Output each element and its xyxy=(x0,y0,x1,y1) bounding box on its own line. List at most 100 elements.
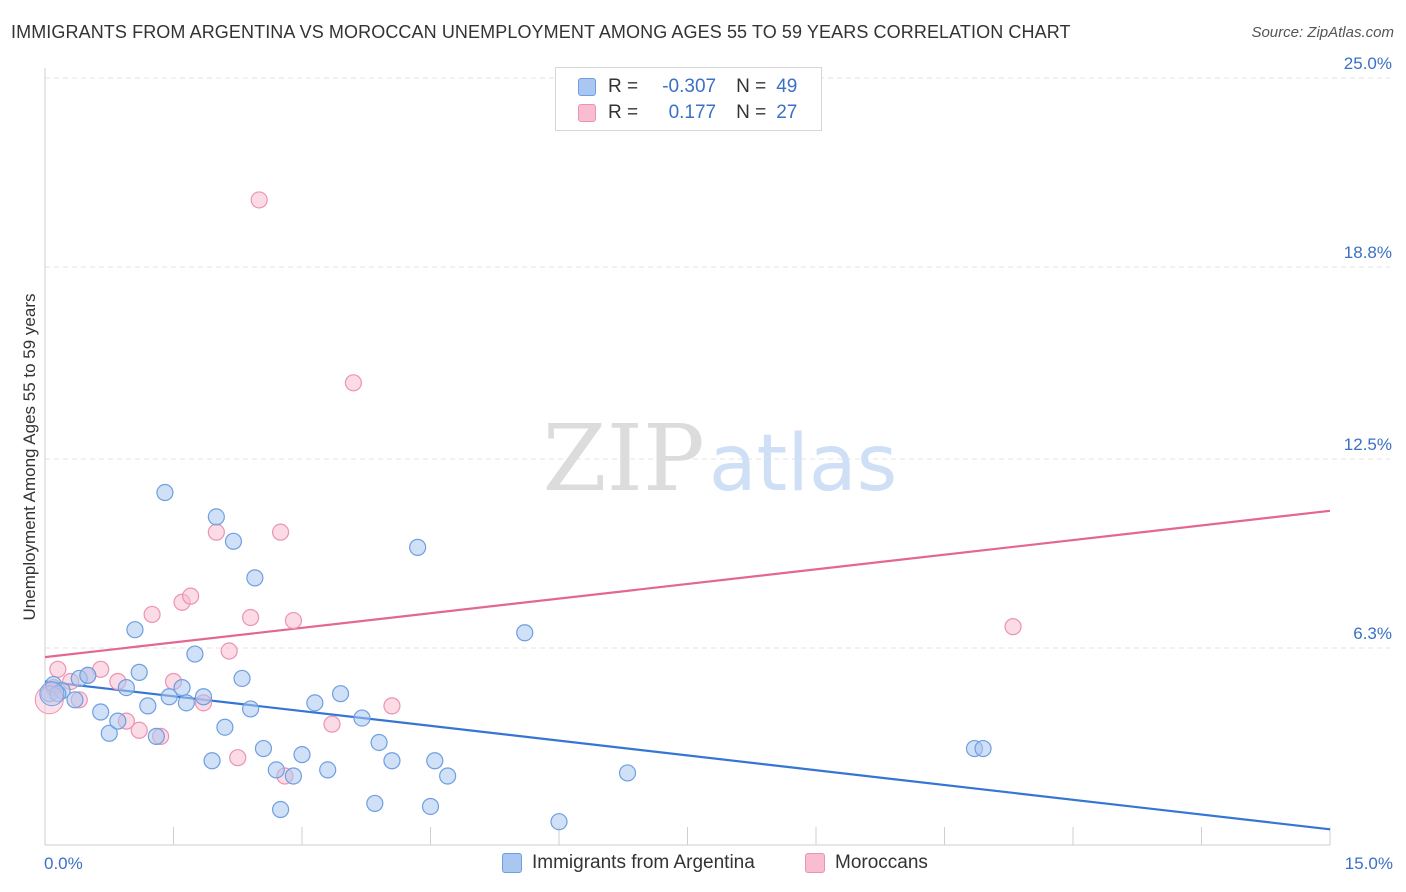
argentina-point xyxy=(177,694,195,712)
moroccan-point xyxy=(323,715,341,733)
argentina-point xyxy=(370,733,388,752)
argentina-point xyxy=(203,752,221,770)
x-tick-label: 15.0% xyxy=(1345,854,1393,873)
y-tick-label: 25.0% xyxy=(1344,54,1392,73)
argentina-point xyxy=(216,718,234,736)
argentina-point xyxy=(233,669,251,688)
trend-line xyxy=(44,509,1331,659)
moroccan-point xyxy=(207,523,225,541)
stats-row-moroccans: R = 0.177 N = 27 xyxy=(578,101,797,125)
argentina-point xyxy=(353,709,371,727)
n-label: N = xyxy=(736,102,767,123)
series-legend: Immigrants from Argentina Moroccans xyxy=(0,850,1406,878)
moroccan-point xyxy=(242,608,260,627)
moroccan-point xyxy=(220,642,238,660)
moroccan-point xyxy=(284,611,303,630)
y-tick-label: 18.8% xyxy=(1344,243,1392,262)
argentina-point xyxy=(66,691,84,709)
argentina-point xyxy=(194,688,213,706)
x-tick-label: 0.0% xyxy=(44,854,83,873)
moroccan-point xyxy=(229,749,247,767)
argentina-point xyxy=(319,761,337,779)
watermark-atlas: atlas xyxy=(709,419,898,509)
argentina-point xyxy=(79,666,97,685)
moroccan-point xyxy=(1004,618,1022,636)
argentina-point xyxy=(49,685,67,703)
argentina-point xyxy=(306,694,324,712)
argentina-point xyxy=(156,483,174,502)
argentina-point xyxy=(284,767,303,785)
moroccan-point xyxy=(182,587,200,605)
argentina-point xyxy=(139,697,157,715)
legend-label-moroccans: Moroccans xyxy=(835,852,928,873)
n-value: 49 xyxy=(776,76,798,97)
moroccan-point xyxy=(250,191,268,209)
argentina-point xyxy=(242,700,260,718)
argentina-point xyxy=(409,538,427,556)
n-value: 27 xyxy=(776,102,798,123)
trend-line xyxy=(44,680,1331,831)
legend-item-moroccans[interactable]: Moroccans xyxy=(805,852,928,874)
y-axis-label: Unemployment Among Ages 55 to 59 years xyxy=(20,294,39,621)
source-credit: Source: ZipAtlas.com xyxy=(1251,24,1394,41)
gridlines xyxy=(45,77,1390,649)
argentina-point xyxy=(267,761,285,779)
argentina-point xyxy=(271,800,290,819)
n-label: N = xyxy=(736,76,767,97)
chart-title: IMMIGRANTS FROM ARGENTINA VS MOROCCAN UN… xyxy=(11,22,1071,42)
argentina-point xyxy=(293,746,311,764)
data-points xyxy=(34,191,1022,831)
argentina-point xyxy=(383,752,401,770)
axes xyxy=(44,68,1331,846)
argentina-point xyxy=(109,712,127,730)
legend-item-argentina[interactable]: Immigrants from Argentina xyxy=(502,852,755,874)
argentina-point xyxy=(173,678,191,697)
r-label: R = xyxy=(608,102,639,123)
argentina-point xyxy=(254,739,273,758)
watermark-zip: ZIP xyxy=(543,405,705,512)
r-value: 0.177 xyxy=(668,102,717,123)
moroccan-point xyxy=(271,523,290,541)
argentina-point xyxy=(186,645,204,663)
legend-label-argentina: Immigrants from Argentina xyxy=(532,852,755,873)
moroccan-point xyxy=(130,721,148,739)
argentina-point xyxy=(160,688,178,706)
argentina-point xyxy=(130,663,148,681)
watermark: ZIPatlas xyxy=(543,405,898,512)
stats-row-argentina: R = -0.307 N = 49 xyxy=(578,75,797,99)
argentina-point xyxy=(974,739,992,758)
argentina-point xyxy=(618,764,637,782)
argentina-point xyxy=(366,794,384,813)
argentina-point xyxy=(331,685,350,703)
moroccan-point xyxy=(143,605,161,624)
argentina-point xyxy=(224,532,243,550)
y-tick-label: 12.5% xyxy=(1344,435,1392,454)
argentina-point xyxy=(207,508,225,526)
moroccans-legend-swatch xyxy=(805,853,825,873)
argentina-point xyxy=(147,727,165,745)
argentina-point xyxy=(246,569,264,587)
argentina-point xyxy=(426,752,444,770)
argentina-point xyxy=(439,767,457,785)
argentina-point xyxy=(550,813,568,831)
argentina-point xyxy=(516,624,534,642)
r-label: R = xyxy=(608,76,639,97)
argentina-point xyxy=(92,703,110,721)
tick-labels: 6.3% 12.5% 18.8% 25.0% 0.0% 15.0% xyxy=(44,54,1393,873)
argentina-point xyxy=(117,678,135,697)
argentina-point xyxy=(126,621,144,639)
moroccan-point xyxy=(49,660,67,678)
argentina-legend-swatch xyxy=(502,853,522,873)
argentina-cluster-point xyxy=(39,681,65,707)
moroccan-point xyxy=(383,697,401,715)
y-tick-label: 6.3% xyxy=(1353,624,1392,643)
stats-legend: R = -0.307 N = 49 R = 0.177 N = 27 xyxy=(555,67,822,131)
argentina-swatch xyxy=(578,78,596,96)
moroccans-swatch xyxy=(578,104,596,122)
argentina-point xyxy=(421,797,440,816)
moroccan-point xyxy=(344,374,362,392)
trend-lines xyxy=(44,509,1331,831)
moroccan-cluster-point xyxy=(34,685,64,715)
r-value: -0.307 xyxy=(662,76,717,97)
